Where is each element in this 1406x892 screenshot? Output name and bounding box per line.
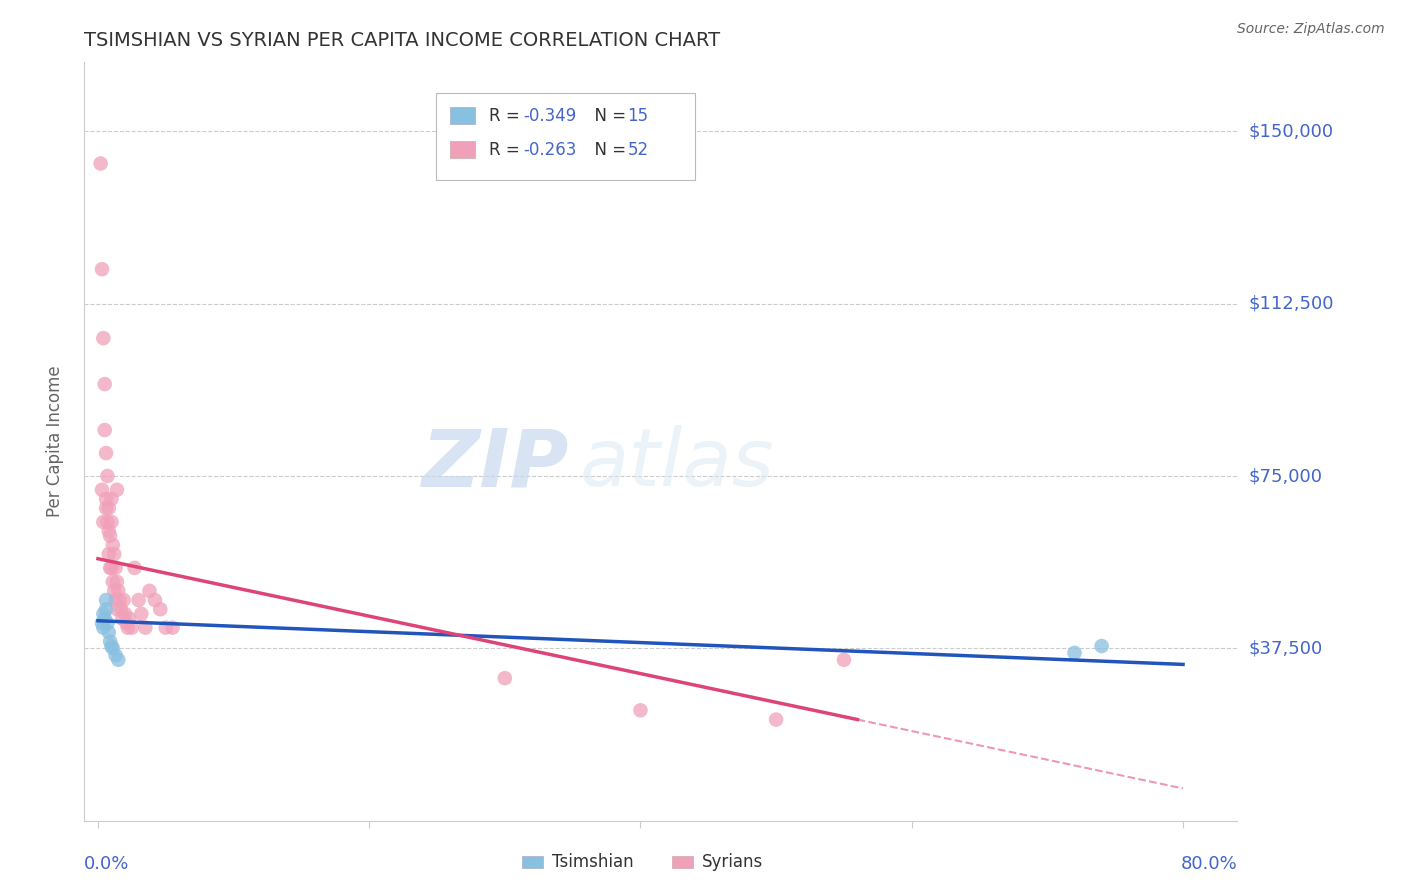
Point — [103, 583, 125, 598]
Point — [93, 331, 115, 345]
Point — [765, 713, 787, 727]
Point — [104, 561, 127, 575]
Point — [131, 607, 153, 621]
Text: N =: N = — [583, 141, 631, 159]
Point — [143, 593, 166, 607]
Text: 80.0%: 80.0% — [1181, 855, 1237, 873]
Point — [101, 538, 124, 552]
Point — [155, 621, 177, 635]
Point — [94, 501, 117, 516]
Text: $75,000: $75,000 — [1249, 467, 1323, 485]
Point — [1091, 639, 1114, 653]
Point — [98, 529, 121, 543]
Point — [98, 561, 121, 575]
Text: R =: R = — [489, 106, 524, 125]
Point — [98, 634, 121, 648]
Point — [97, 501, 120, 516]
Point — [832, 653, 855, 667]
Point — [138, 583, 160, 598]
Point — [93, 621, 115, 635]
Point — [118, 611, 141, 625]
Text: $112,500: $112,500 — [1249, 294, 1334, 313]
Text: $37,500: $37,500 — [1249, 640, 1323, 657]
Bar — [523, 856, 543, 869]
Text: N =: N = — [583, 106, 631, 125]
Point — [112, 593, 135, 607]
Point — [107, 653, 129, 667]
Bar — [450, 107, 475, 124]
Point — [114, 607, 136, 621]
Text: 0.0%: 0.0% — [84, 855, 129, 873]
Point — [105, 602, 128, 616]
Point — [103, 547, 125, 561]
Text: -0.263: -0.263 — [523, 141, 576, 159]
Point — [128, 593, 150, 607]
Point — [134, 621, 156, 635]
Point — [115, 615, 138, 630]
Point — [91, 615, 114, 630]
Point — [97, 547, 120, 561]
Text: $150,000: $150,000 — [1249, 122, 1333, 140]
Point — [100, 491, 122, 506]
Point — [105, 483, 128, 497]
Point — [93, 377, 115, 392]
Point — [93, 515, 115, 529]
Point — [101, 574, 124, 589]
Bar — [450, 141, 475, 158]
Point — [100, 639, 122, 653]
Point — [149, 602, 172, 616]
Point — [94, 446, 117, 460]
Point — [100, 515, 122, 529]
Text: atlas: atlas — [581, 425, 775, 503]
Text: 15: 15 — [627, 106, 648, 125]
Point — [121, 621, 143, 635]
Point — [96, 515, 118, 529]
Point — [630, 703, 652, 717]
Point — [117, 621, 139, 635]
Point — [107, 583, 129, 598]
Point — [104, 593, 127, 607]
Point — [105, 574, 128, 589]
Text: ZIP: ZIP — [422, 425, 568, 503]
Point — [90, 156, 112, 170]
Point — [97, 524, 120, 538]
Point — [111, 611, 134, 625]
Point — [93, 423, 115, 437]
Text: Source: ZipAtlas.com: Source: ZipAtlas.com — [1237, 22, 1385, 37]
Point — [124, 561, 146, 575]
Point — [94, 602, 117, 616]
Point — [494, 671, 516, 685]
Point — [94, 593, 117, 607]
Point — [162, 621, 184, 635]
Text: 52: 52 — [627, 141, 648, 159]
Text: Syrians: Syrians — [702, 854, 763, 871]
Point — [96, 615, 118, 630]
Point — [93, 607, 115, 621]
Point — [108, 593, 131, 607]
Point — [110, 602, 132, 616]
Point — [1063, 646, 1085, 660]
Point — [100, 561, 122, 575]
Text: Tsimshian: Tsimshian — [553, 854, 634, 871]
Text: TSIMSHIAN VS SYRIAN PER CAPITA INCOME CORRELATION CHART: TSIMSHIAN VS SYRIAN PER CAPITA INCOME CO… — [84, 30, 720, 50]
Point — [101, 641, 124, 656]
Y-axis label: Per Capita Income: Per Capita Income — [45, 366, 63, 517]
Text: -0.349: -0.349 — [523, 106, 576, 125]
Point — [97, 625, 120, 640]
Point — [96, 469, 118, 483]
FancyBboxPatch shape — [436, 93, 696, 180]
Point — [93, 611, 115, 625]
Point — [104, 648, 127, 663]
Text: R =: R = — [489, 141, 524, 159]
Point — [91, 483, 114, 497]
Point — [91, 262, 114, 277]
Bar — [672, 856, 693, 869]
Point — [94, 491, 117, 506]
